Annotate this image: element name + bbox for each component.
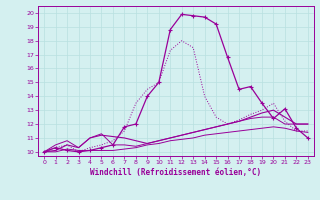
X-axis label: Windchill (Refroidissement éolien,°C): Windchill (Refroidissement éolien,°C) xyxy=(91,168,261,177)
